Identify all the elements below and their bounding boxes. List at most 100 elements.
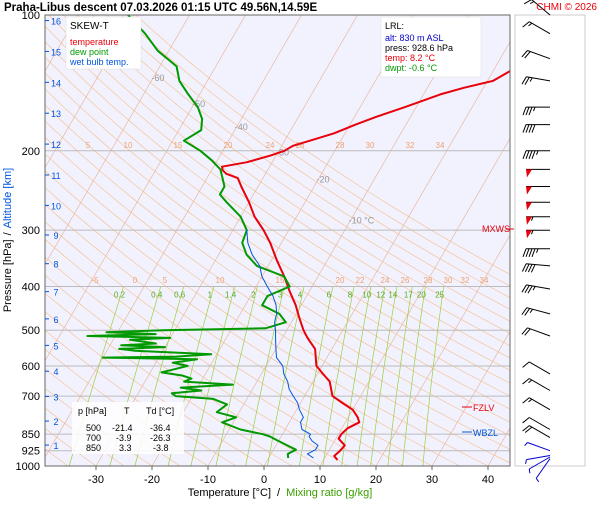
y-axis-pressure-label: Pressure [hPa] <box>2 239 14 312</box>
legend-wet-bulb: wet bulb temp. <box>69 57 129 67</box>
theta-label: 34 <box>436 141 445 150</box>
altitude-tick-label: 13 <box>51 109 61 119</box>
temperature-tick-label: 0 <box>261 474 267 486</box>
mixing-ratio-label: 0.2 <box>114 291 126 300</box>
pressure-tick-label: 200 <box>22 146 40 158</box>
altitude-tick-label: 10 <box>51 201 61 211</box>
table-cell: -3.9 <box>116 433 132 443</box>
altitude-tick-label: 12 <box>51 140 61 150</box>
temperature-tick-label: -30 <box>88 474 104 486</box>
mixing-ratio-label: 17 <box>404 291 413 300</box>
legend: SKEW-T temperature dew point wet bulb te… <box>66 17 141 69</box>
theta-label: 10 <box>216 276 225 285</box>
isotherm-label: -20 <box>317 174 330 184</box>
pressure-tick-label: 400 <box>22 282 40 294</box>
table-header-t: T <box>124 406 130 416</box>
table-cell: 500 <box>86 423 101 433</box>
theta-label: 20 <box>224 141 233 150</box>
legend-temperature: temperature <box>70 37 119 47</box>
theta-label: 5 <box>163 276 168 285</box>
y-axis-title: Pressure [hPa] / Altitude [km] <box>2 168 14 312</box>
theta-label: 24 <box>266 141 275 150</box>
pressure-tick-label: 1000 <box>16 461 40 473</box>
wind-barb-full <box>524 0 531 6</box>
table-header-td: Td [°C] <box>146 406 174 416</box>
altitude-tick-label: 5 <box>53 341 58 351</box>
wind-barb-half <box>535 478 539 482</box>
altitude-tick-label: 3 <box>53 392 58 402</box>
mixing-ratio-label: 4 <box>298 291 303 300</box>
temperature-tick-label: -20 <box>144 474 160 486</box>
theta-label: 0 <box>133 276 138 285</box>
legend-dew-point: dew point <box>70 47 109 57</box>
level-table: p [hPa] T Td [°C] 500 -21.4 -36.4 700 -3… <box>72 402 184 454</box>
mixing-ratio-label: 6 <box>327 291 332 300</box>
temperature-tick-label: 40 <box>482 474 494 486</box>
altitude-tick-label: 11 <box>51 171 60 181</box>
wind-barb-half <box>528 469 531 473</box>
altitude-tick-label: 8 <box>53 260 58 270</box>
lrl-press: press: 928.6 hPa <box>385 43 453 53</box>
mixing-ratio-label: 1 <box>208 291 213 300</box>
temperature-tick-label: -10 <box>200 474 216 486</box>
altitude-tick-label: 9 <box>53 231 58 241</box>
temperature-tick-label: 20 <box>370 474 382 486</box>
y-axis-altitude-label: Altitude [km] <box>2 168 14 229</box>
pressure-tick-label: 300 <box>22 225 40 237</box>
temperature-tick-label: 10 <box>314 474 326 486</box>
temperature-tick-label: 30 <box>426 474 438 486</box>
y-axis-separator: / <box>2 231 14 235</box>
x-axis-title: Temperature [°C]/Mixing ratio [g/kg] <box>188 487 373 499</box>
mixing-ratio-label: 8 <box>348 291 353 300</box>
table-cell: -36.4 <box>150 423 171 433</box>
theta-label: 32 <box>461 276 470 285</box>
theta-label: 26 <box>401 276 410 285</box>
theta-label: 22 <box>356 276 365 285</box>
mixing-ratio-label: 14 <box>388 291 397 300</box>
mxws-label: MXWS <box>482 224 510 234</box>
theta-label: 28 <box>424 276 433 285</box>
x-axis-mixing-label: Mixing ratio [g/kg] <box>286 487 372 499</box>
lrl-heading: LRL: <box>385 21 404 31</box>
mixing-ratio-label: 12 <box>376 291 385 300</box>
pressure-tick-label: 850 <box>22 429 40 441</box>
pressure-tick-label: 700 <box>22 391 40 403</box>
mixing-ratio-label: 0.6 <box>174 291 186 300</box>
altitude-tick-label: 14 <box>51 78 61 88</box>
theta-label: 28 <box>336 141 345 150</box>
altitude-tick-label: 2 <box>53 417 58 427</box>
theta-label: 30 <box>444 276 453 285</box>
mixing-ratio-label: 2 <box>251 291 256 300</box>
pressure-tick-label: 500 <box>22 325 40 337</box>
wbzl-label: WBZL <box>473 428 498 438</box>
altitude-tick-label: 4 <box>53 367 58 377</box>
altitude-tick-label: 1 <box>53 441 58 451</box>
table-cell: -21.4 <box>112 423 133 433</box>
altitude-tick-label: 15 <box>51 47 61 57</box>
mixing-ratio-label: 25 <box>435 291 444 300</box>
pressure-tick-label: 925 <box>22 446 40 458</box>
theta-label: -5 <box>91 276 99 285</box>
table-cell: -3.8 <box>153 443 169 453</box>
mixing-ratio-label: 1.4 <box>225 291 237 300</box>
table-cell: 700 <box>86 433 101 443</box>
lrl-temp: temp: 8.2 °C <box>385 53 436 63</box>
chart-title: Praha-Libus descent 07.03.2026 01:15 UTC… <box>4 2 318 14</box>
isotherm-label: -40 <box>235 122 248 132</box>
theta-label: 24 <box>381 276 390 285</box>
altitude-tick-label: 7 <box>53 288 58 298</box>
theta-label: 5 <box>86 141 91 150</box>
mixing-ratio-label: 10 <box>362 291 371 300</box>
altitude-tick-label: 6 <box>53 315 58 325</box>
lrl-dwpt: dwpt: -0.6 °C <box>385 63 438 73</box>
table-cell: 850 <box>86 443 101 453</box>
table-cell: -26.3 <box>150 433 171 443</box>
isotherm-label: -10 °C <box>349 216 375 226</box>
mixing-ratio-label: 0.4 <box>151 291 163 300</box>
lrl-alt: alt: 830 m ASL <box>385 33 444 43</box>
theta-label: 20 <box>336 276 345 285</box>
x-axis-temp-label: Temperature [°C] <box>188 487 271 499</box>
theta-label: 10 <box>124 141 133 150</box>
legend-heading: SKEW-T <box>70 21 109 32</box>
